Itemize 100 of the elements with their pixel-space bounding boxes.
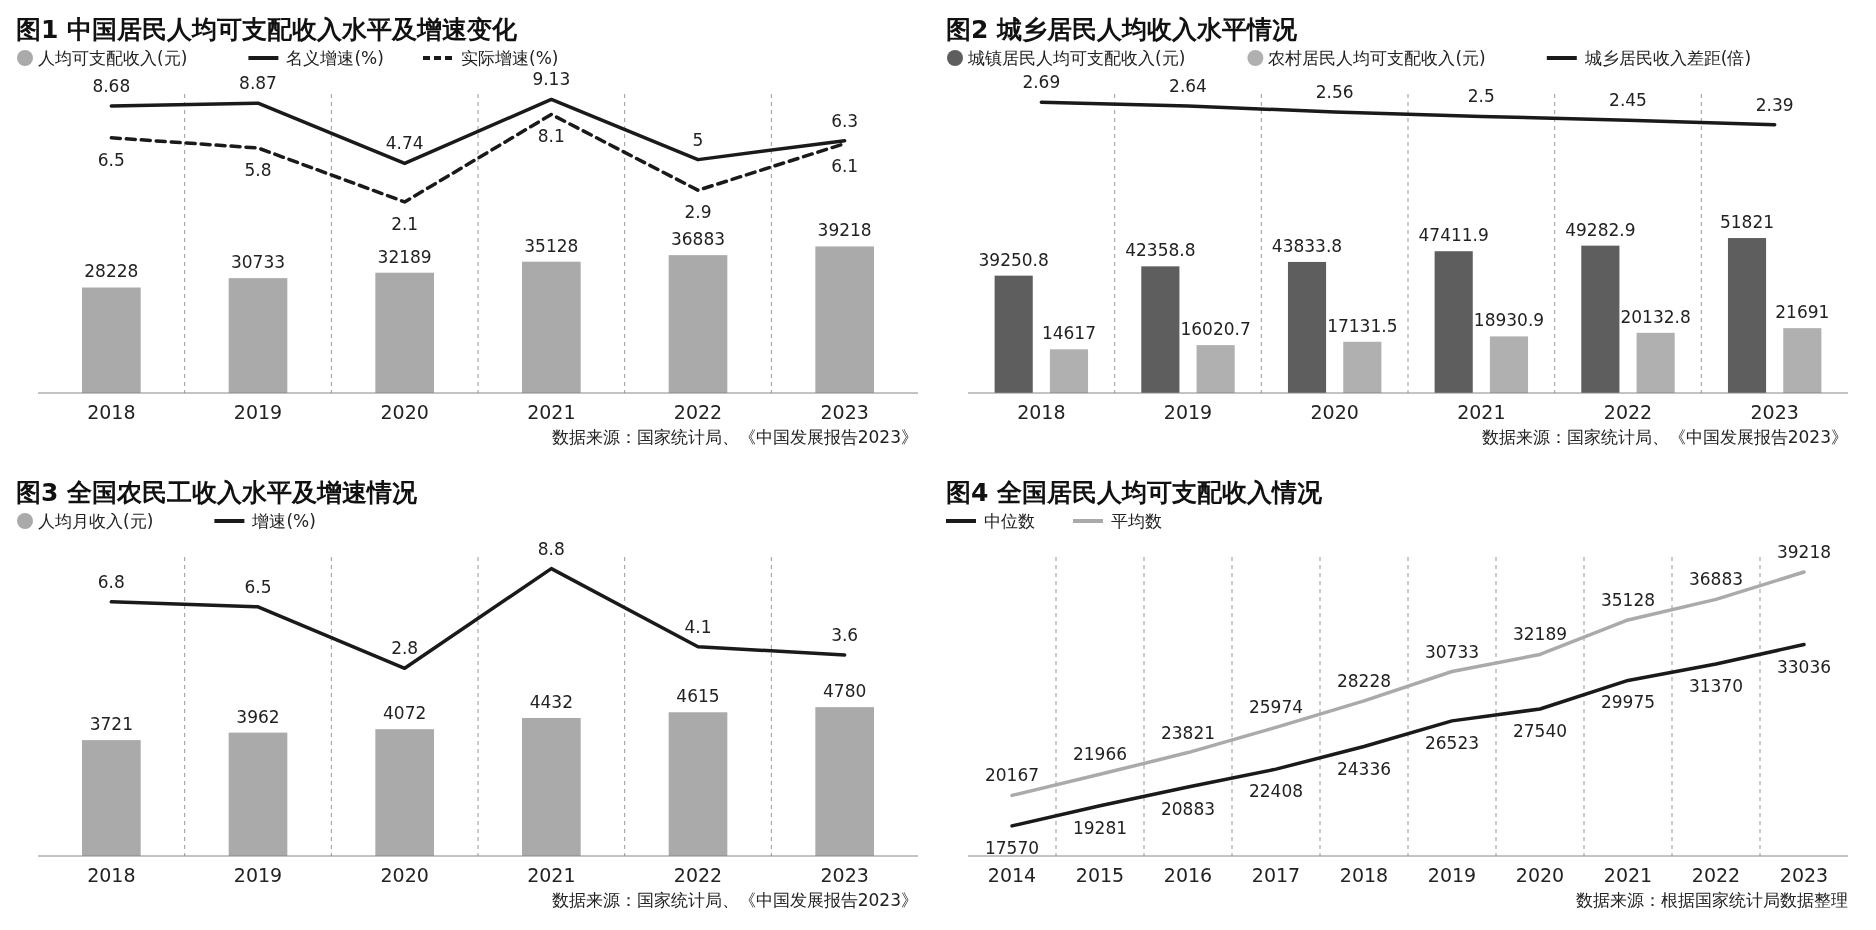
bar [1489,336,1529,393]
data-label: 8.87 [239,73,277,94]
bar [1049,349,1089,393]
bar [375,272,434,393]
data-label: 3.6 [831,625,859,646]
data-label: 17570 [984,837,1040,858]
x-tick-label: 2022 [673,864,723,886]
bar [1727,238,1767,393]
data-label: 4.1 [684,616,712,637]
data-label: 30733 [1424,641,1480,662]
data-label: 23821 [1160,722,1216,743]
x-tick-label: 2023 [1750,401,1799,423]
bar [1783,328,1822,393]
legend-label: 名义增速(%) [286,48,384,68]
legend-label: 中位数 [984,511,1035,531]
data-label: 3962 [236,706,280,727]
data-label: 35128 [524,235,579,256]
data-label: 51821 [1719,212,1775,233]
bar [815,246,874,393]
x-tick-label: 2018 [87,864,136,886]
data-label: 2.45 [1609,90,1647,111]
data-label: 17131.5 [1327,315,1398,336]
data-label: 2.9 [684,202,712,223]
bar [228,278,288,393]
data-label: 5 [692,129,704,150]
data-label: 3721 [89,714,133,735]
x-tick-label: 2018 [1017,401,1066,423]
bar [522,717,581,856]
data-label: 20883 [1160,799,1216,820]
bar [1434,251,1473,393]
source-note: 数据来源：国家统计局、《中国发展报告2023》 [551,427,918,447]
chart-title: 图4 全国居民人均可支配收入情况 [946,478,1324,507]
bar [994,275,1033,393]
data-label: 14617 [1041,323,1097,344]
data-label: 42358.8 [1125,240,1196,261]
data-label: 2.64 [1169,75,1207,96]
legend-label: 实际增速(%) [461,48,559,68]
legend-label: 人均月收入(元) [38,511,154,531]
chart-title: 图3 全国农民工收入水平及增速情况 [16,478,419,507]
bar [1636,332,1675,393]
data-label: 8.68 [92,75,131,96]
x-tick-label: 2021 [1603,864,1653,886]
data-label: 32189 [1512,624,1568,645]
x-tick-label: 2019 [1163,401,1213,423]
source-note: 数据来源：国家统计局、《中国发展报告2023》 [1481,427,1848,447]
data-label: 2.39 [1755,94,1794,115]
x-tick-label: 2021 [527,864,576,886]
legend-label: 农村居民人均可支配收入(元) [1268,48,1486,68]
legend-label: 城镇居民人均可支配收入(元) [967,48,1186,68]
bar [815,707,874,856]
x-tick-label: 2017 [1251,864,1301,886]
source-note: 数据来源：根据国家统计局数据整理 [1576,890,1848,910]
data-label: 26523 [1424,732,1480,753]
bar [1343,341,1382,393]
legend-label: 平均数 [1111,511,1162,531]
bar [1287,261,1327,393]
data-label: 6.1 [831,155,859,176]
x-tick-label: 2023 [1779,864,1829,886]
x-tick-label: 2016 [1163,864,1213,886]
data-label: 6.3 [831,110,859,131]
x-tick-label: 2019 [1427,864,1477,886]
data-label: 24336 [1336,758,1392,779]
data-label: 28228 [1336,670,1392,691]
data-label: 2.69 [1022,72,1061,93]
x-tick-label: 2022 [1603,401,1653,423]
data-label: 29975 [1600,692,1656,713]
data-label: 25974 [1248,697,1304,718]
chart-title: 图2 城乡居民人均收入水平情况 [946,15,1299,44]
data-label: 21691 [1775,302,1830,323]
data-label: 31370 [1688,676,1744,697]
x-tick-label: 2022 [673,401,723,423]
x-tick-label: 2015 [1075,864,1125,886]
data-label: 47411.9 [1418,225,1489,246]
bar [1581,245,1620,393]
bar [82,740,141,856]
data-label: 35128 [1600,589,1656,610]
chart-title: 图1 中国居民人均可支配收入水平及增速变化 [16,15,519,44]
x-tick-label: 2020 [380,864,429,886]
data-label: 39218 [1776,542,1832,563]
source-note: 数据来源：国家统计局、《中国发展报告2023》 [551,890,918,910]
legend-label: 增速(%) [251,511,316,531]
data-label: 19281 [1072,817,1128,838]
data-label: 22408 [1248,781,1304,802]
data-label: 9.13 [532,69,571,90]
x-tick-label: 2021 [527,401,576,423]
data-label: 27540 [1512,720,1568,741]
data-label: 20132.8 [1620,306,1691,327]
bar [1141,266,1180,393]
bar [228,732,288,856]
data-label: 6.5 [97,149,125,170]
x-tick-label: 2018 [1339,864,1389,886]
data-label: 2.1 [391,213,419,234]
data-label: 18930.9 [1473,310,1545,331]
data-label: 39218 [817,220,872,241]
data-label: 5.8 [244,159,272,180]
data-label: 36883 [670,229,726,250]
data-label: 4.74 [385,133,424,154]
x-tick-label: 2020 [1310,401,1359,423]
data-label: 49282.9 [1565,219,1636,240]
data-label: 43833.8 [1271,235,1343,256]
